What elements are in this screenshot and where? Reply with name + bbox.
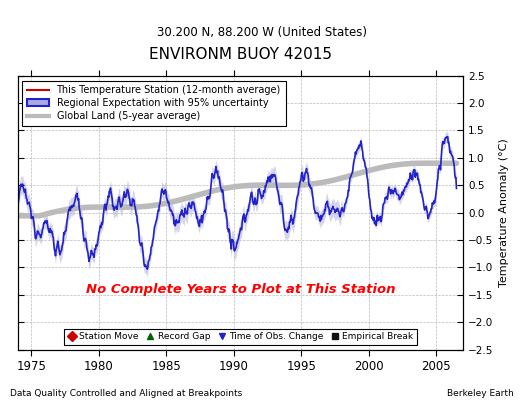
- Text: Berkeley Earth: Berkeley Earth: [447, 389, 514, 398]
- Legend: Station Move, Record Gap, Time of Obs. Change, Empirical Break: Station Move, Record Gap, Time of Obs. C…: [64, 329, 417, 345]
- Title: ENVIRONM BUOY 42015: ENVIRONM BUOY 42015: [149, 47, 332, 62]
- Y-axis label: Temperature Anomaly (°C): Temperature Anomaly (°C): [499, 138, 509, 287]
- Text: No Complete Years to Plot at This Station: No Complete Years to Plot at This Statio…: [85, 283, 395, 296]
- Text: Data Quality Controlled and Aligned at Breakpoints: Data Quality Controlled and Aligned at B…: [10, 389, 243, 398]
- Text: 30.200 N, 88.200 W (United States): 30.200 N, 88.200 W (United States): [157, 26, 367, 39]
